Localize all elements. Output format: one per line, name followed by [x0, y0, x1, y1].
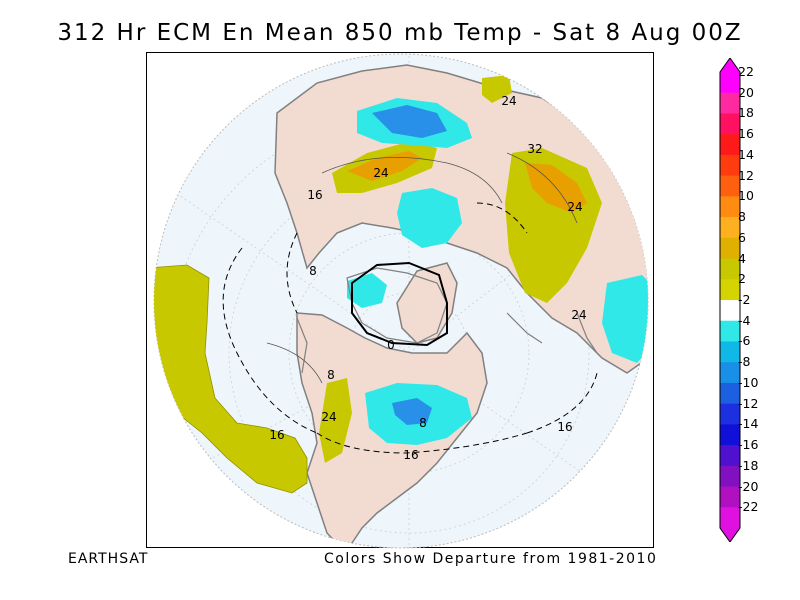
contour-label: 8: [327, 368, 335, 382]
colorbar-bottom-tip: [720, 528, 740, 542]
contour-lines: [222, 202, 598, 454]
colorbar-label: 4: [738, 250, 746, 266]
contour-label: 16: [269, 428, 284, 442]
anomaly-siberia-cold: [372, 105, 447, 138]
source-label: EARTHSAT: [68, 551, 149, 567]
colorbar-label: 6: [738, 229, 746, 245]
colorbar-swatch: [720, 320, 740, 342]
contour-label: 8: [419, 416, 427, 430]
colorbar-label: -20: [738, 478, 759, 494]
contour-label: 0: [387, 338, 395, 352]
colorbar-label: -2: [738, 292, 751, 307]
colorbar-swatch: [720, 465, 740, 488]
anomaly-arctic-cool: [397, 188, 462, 248]
colorbar-swatch: [720, 72, 740, 94]
colorbar-label: 8: [738, 209, 746, 225]
colorbar-swatch: [720, 507, 740, 529]
colorbar-swatch: [720, 279, 740, 301]
colorbar-swatch: [720, 196, 740, 218]
contour-zero: [351, 261, 448, 347]
contour-label: 16: [403, 448, 418, 462]
colorbar-swatch: [720, 154, 740, 177]
colorbar-top-tip: [720, 58, 740, 72]
anomaly-north-america-cold: [392, 398, 432, 425]
map-title: 312 Hr ECM En Mean 850 mb Temp - Sat 8 A…: [57, 20, 743, 46]
colorbar-label: -22: [738, 499, 759, 515]
departure-note: Colors Show Departure from 1981-2010: [324, 551, 658, 567]
anomaly-warm-patch-na: [319, 378, 352, 463]
colorbar-swatch: [720, 217, 740, 239]
contour-label: 24: [373, 166, 388, 180]
colorbar-label: -12: [738, 395, 759, 411]
contour-label: 16: [557, 420, 572, 434]
anomaly-polar-cool: [347, 273, 387, 308]
colorbar-label: -4: [738, 312, 751, 328]
colorbar-label: 12: [738, 167, 754, 183]
contour-label: 24: [571, 308, 586, 322]
contour-label: 24: [501, 94, 516, 108]
anomaly-asia-warmer: [347, 151, 422, 181]
colorbar-swatch: [720, 445, 740, 467]
polar-map: 24 24 32 16 24 8 24 0 8 24 16 8 16 16: [153, 53, 649, 549]
colorbar-label: 18: [738, 105, 754, 121]
coastline-detail: [296, 267, 598, 374]
colorbar-swatch: [720, 92, 740, 114]
colorbar-label: -10: [738, 374, 759, 390]
colorbar-label: -14: [738, 416, 759, 432]
colorbar: [719, 58, 741, 542]
colorbar-label: -18: [738, 457, 759, 473]
colorbar-swatch: [720, 175, 740, 197]
contour-label: 8: [309, 264, 317, 278]
colorbar-label: 2: [738, 271, 746, 287]
colorbar-swatch: [720, 403, 740, 425]
colorbar-outline: [719, 58, 741, 542]
colorbar-label: -16: [738, 437, 759, 453]
colorbar-label: -6: [738, 333, 751, 349]
anomaly-atlantic-cool: [602, 275, 648, 363]
colorbar-label: 20: [738, 84, 754, 100]
colorbar-label: 10: [738, 188, 754, 204]
contour-label: 32: [527, 142, 542, 156]
colorbar-label: -8: [738, 354, 751, 370]
colorbar-swatch: [720, 382, 740, 405]
map-frame: 24 24 32 16 24 8 24 0 8 24 16 8 16 16: [146, 52, 654, 549]
colorbar-swatch: [720, 113, 740, 135]
colorbar-swatch: [720, 134, 740, 156]
colorbar-label: 16: [738, 126, 754, 142]
anomaly-warm-patch: [482, 75, 512, 103]
colorbar-swatch: [720, 424, 740, 446]
colorbar-swatch: [720, 341, 740, 363]
solid-contours: [266, 152, 578, 384]
colorbar-label: 22: [738, 64, 754, 79]
colorbar-label: 14: [738, 146, 754, 162]
contour-label: 24: [567, 200, 582, 214]
colorbar-swatch: [720, 258, 740, 280]
colorbar-swatch: [720, 362, 740, 384]
colorbar-swatch: [720, 237, 740, 260]
colorbar-swatch: [720, 486, 740, 508]
contour-label: 16: [307, 188, 322, 202]
colorbar-swatch: [720, 300, 740, 322]
contour-label: 24: [321, 410, 336, 424]
